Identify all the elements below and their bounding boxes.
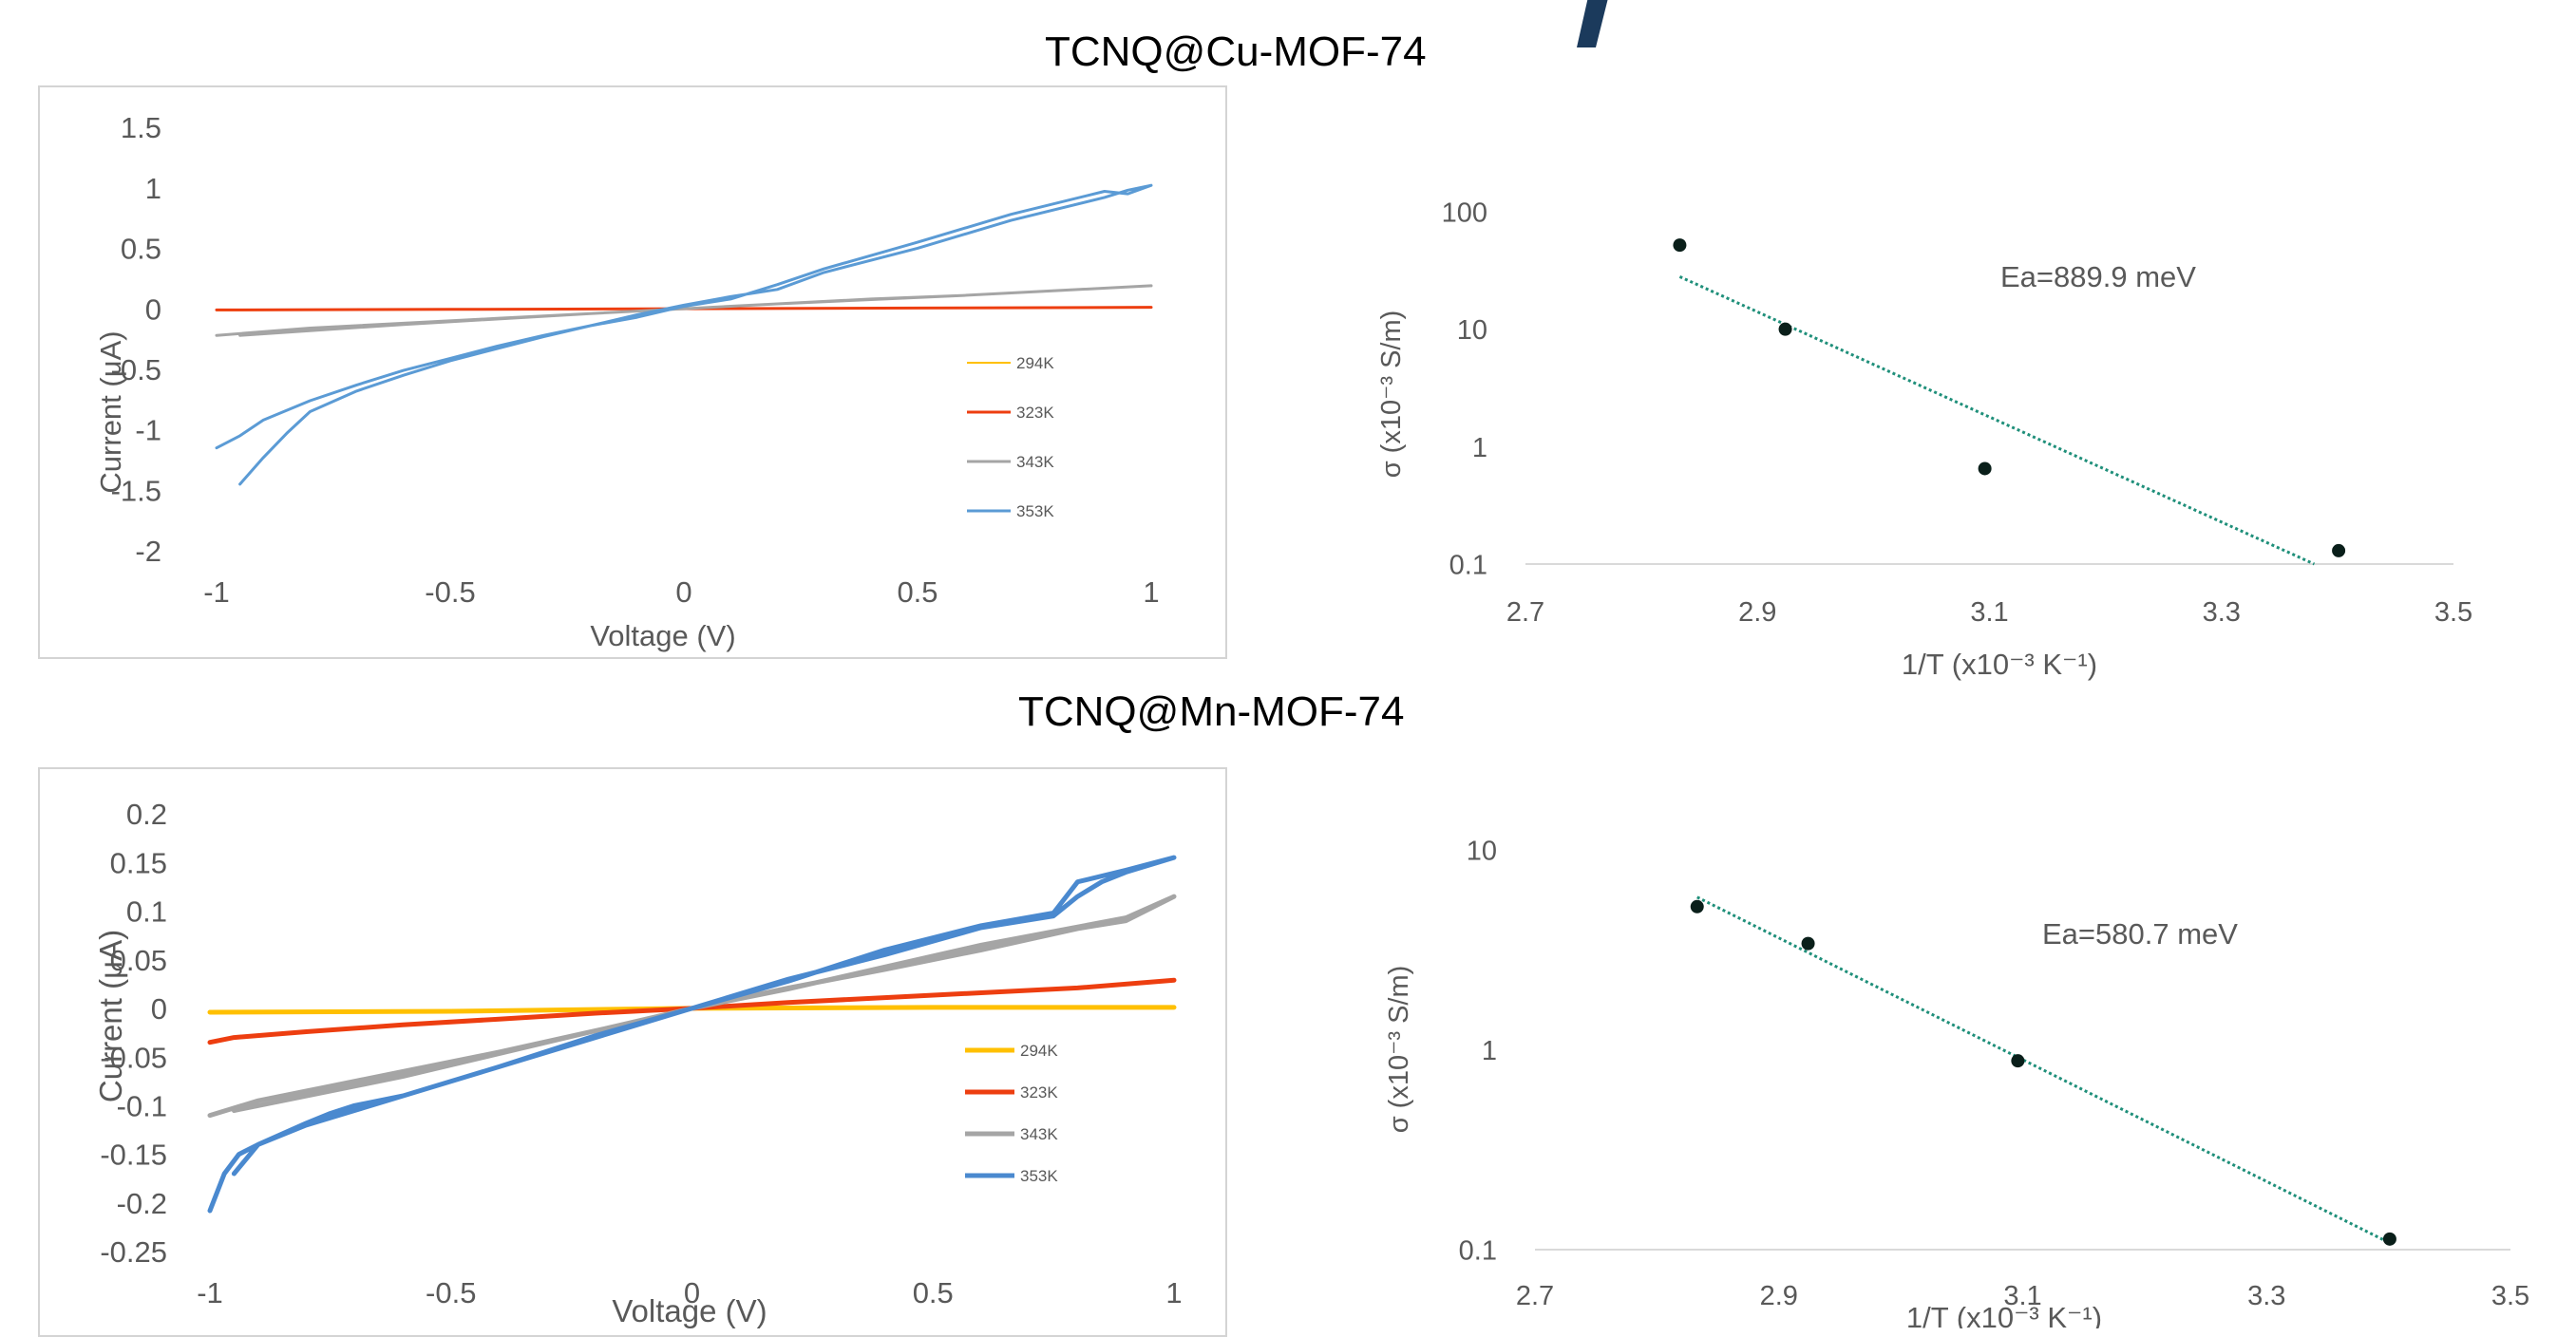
activation-energy-label: Ea=889.9 meV bbox=[2000, 260, 2196, 293]
data-point bbox=[1978, 461, 1992, 476]
x-tick-label: 1 bbox=[1165, 1276, 1182, 1309]
series-353K-line bbox=[207, 855, 1177, 1214]
arrhenius-chart-mn: σ (x10⁻³ S/m) 1/T (x10⁻³ K⁻¹) Ea=580.7 m… bbox=[1384, 836, 2529, 1328]
y-tick-label: 0.5 bbox=[121, 233, 161, 266]
y-tick-label: -0.25 bbox=[100, 1235, 167, 1269]
legend-label-353K: 353K bbox=[1016, 502, 1054, 520]
data-point bbox=[2332, 543, 2346, 557]
x-axis-label: 1/T (x10⁻³ K⁻¹) bbox=[1902, 648, 2097, 681]
y-axis-label: Current (μA) bbox=[93, 930, 128, 1102]
x-tick-label: 0.5 bbox=[913, 1276, 954, 1309]
x-axis-label: Voltage (V) bbox=[590, 619, 735, 652]
data-point bbox=[1690, 899, 1704, 913]
x-tick-label: 3.1 bbox=[2003, 1281, 2041, 1311]
title-cu-mof: TCNQ@Cu-MOF-74 bbox=[1045, 28, 1427, 75]
legend-label-353K: 353K bbox=[1020, 1167, 1058, 1185]
x-tick-label: 3.5 bbox=[2491, 1281, 2529, 1311]
data-point bbox=[1801, 936, 1815, 951]
iv-chart-cu: Current (μA) Voltage (V) 1.5 1 0.5 0 -0.5 -1 -… bbox=[94, 111, 1160, 652]
x-axis-label: 1/T (x10⁻³ K⁻¹) bbox=[1906, 1301, 2102, 1328]
legend-label-343K: 343K bbox=[1016, 453, 1054, 471]
data-point bbox=[1673, 238, 1687, 253]
y-tick-label: 0.05 bbox=[110, 944, 167, 977]
y-tick-label: 1.5 bbox=[121, 111, 161, 144]
x-tick-label: 2.7 bbox=[1516, 1281, 1554, 1311]
x-tick-label: 1 bbox=[1143, 575, 1159, 609]
legend-label-294K: 294K bbox=[1020, 1042, 1058, 1060]
x-tick-label: -0.5 bbox=[425, 575, 475, 609]
data-point bbox=[2011, 1054, 2025, 1068]
x-tick-label: 0 bbox=[684, 1276, 700, 1309]
iv-chart-mn-frame bbox=[38, 767, 1227, 1337]
y-tick-label: 1 bbox=[1482, 1036, 1497, 1066]
x-tick-label: 2.9 bbox=[1760, 1281, 1798, 1311]
x-tick-label: -1 bbox=[203, 575, 230, 609]
trend-line bbox=[1696, 895, 2391, 1245]
x-tick-label: -0.5 bbox=[426, 1276, 476, 1309]
y-axis-label: σ (x10⁻³ S/m) bbox=[1384, 966, 1414, 1134]
y-tick-label: -1 bbox=[135, 414, 161, 447]
y-tick-label: 0.1 bbox=[126, 895, 167, 929]
x-tick-label: 0 bbox=[675, 575, 691, 609]
y-tick-label: 0.2 bbox=[126, 798, 167, 831]
y-tick-label: -0.5 bbox=[111, 353, 161, 386]
x-tick-label: 3.1 bbox=[1970, 597, 2008, 628]
activation-energy-label: Ea=580.7 meV bbox=[2042, 917, 2238, 951]
y-tick-label: 0 bbox=[145, 292, 161, 326]
legend: 294K 323K 343K 353K bbox=[965, 1042, 1058, 1185]
legend-label-343K: 343K bbox=[1020, 1125, 1058, 1143]
y-tick-label: -2 bbox=[135, 535, 161, 568]
title-mn-mof: TCNQ@Mn-MOF-74 bbox=[1018, 688, 1405, 735]
y-tick-label: -0.1 bbox=[117, 1089, 167, 1122]
data-point bbox=[2382, 1232, 2396, 1246]
series-323K-line bbox=[207, 977, 1177, 1045]
decorative-slash bbox=[1577, 0, 1608, 47]
y-tick-label: 1 bbox=[1472, 433, 1487, 463]
y-tick-label: 1 bbox=[145, 172, 161, 205]
legend-label-323K: 323K bbox=[1016, 404, 1054, 422]
y-tick-label: 0.1 bbox=[1449, 550, 1487, 580]
x-axis-label: Voltage (V) bbox=[612, 1293, 767, 1328]
y-tick-label: -0.05 bbox=[100, 1041, 167, 1074]
y-axis-label: Current (μA) bbox=[94, 330, 127, 493]
iv-chart-cu-frame bbox=[38, 85, 1227, 659]
x-tick-label: 0.5 bbox=[897, 575, 938, 609]
y-tick-label: 0.1 bbox=[1459, 1235, 1497, 1266]
x-tick-label: 3.5 bbox=[2434, 597, 2472, 628]
y-tick-label: 100 bbox=[1442, 198, 1487, 228]
x-tick-label: 3.3 bbox=[2203, 597, 2241, 628]
trend-line bbox=[1678, 275, 2316, 566]
legend-label-323K: 323K bbox=[1020, 1083, 1058, 1102]
y-tick-label: -1.5 bbox=[111, 474, 161, 507]
y-tick-label: 0 bbox=[151, 992, 167, 1026]
y-axis-label: σ (x10⁻³ S/m) bbox=[1376, 311, 1407, 479]
series-353K-line bbox=[215, 183, 1153, 486]
legend-label-294K: 294K bbox=[1016, 354, 1054, 372]
arrhenius-chart-cu: σ (x10⁻³ S/m) 1/T (x10⁻³ K⁻¹) Ea=889.9 m… bbox=[1376, 198, 2472, 681]
data-point bbox=[1778, 322, 1792, 336]
x-tick-label: 3.3 bbox=[2247, 1281, 2285, 1311]
y-tick-label: -0.2 bbox=[117, 1187, 167, 1220]
iv-chart-mn: Current (μA) Voltage (V) 0.2 0.15 0.1 0.05 0… bbox=[93, 798, 1183, 1328]
x-tick-label: -1 bbox=[197, 1276, 223, 1309]
legend: 294K 323K 343K 353K bbox=[967, 354, 1054, 520]
y-tick-label: 10 bbox=[1457, 315, 1487, 346]
y-tick-label: 10 bbox=[1467, 836, 1497, 866]
x-tick-label: 2.9 bbox=[1738, 597, 1776, 628]
y-tick-label: 0.15 bbox=[110, 846, 167, 879]
x-tick-label: 2.7 bbox=[1506, 597, 1544, 628]
y-tick-label: -0.15 bbox=[100, 1139, 167, 1172]
